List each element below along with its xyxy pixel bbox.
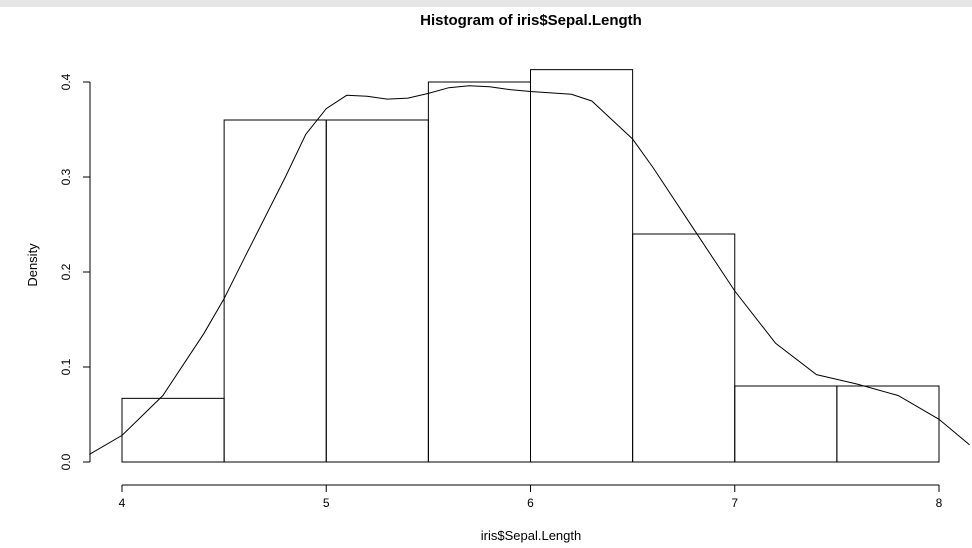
chart-title: Histogram of iris$Sepal.Length (420, 12, 642, 29)
x-tick-label: 8 (936, 496, 943, 510)
histogram-bar-3 (325, 119, 429, 463)
y-axis: 0.0 0.1 0.2 0.3 0.4 (59, 73, 91, 470)
histogram-bar-4 (427, 81, 531, 463)
plot-frame: Histogram of iris$Sepal.Length 0.0 0.1 0.2… (0, 7, 972, 548)
x-tick-label: 6 (527, 496, 534, 510)
y-axis-label: Density (25, 243, 40, 287)
density-curve (89, 85, 970, 455)
x-tick-label: 7 (731, 496, 738, 510)
x-axis: 4 5 6 7 8 (119, 484, 943, 510)
x-tick-label: 4 (119, 496, 126, 510)
histogram-chart: Histogram of iris$Sepal.Length 0.0 0.1 0.2… (25, 12, 970, 543)
histogram-bars (121, 69, 940, 463)
histogram-bar-5 (530, 69, 634, 463)
histogram-bar-7 (734, 385, 838, 463)
histogram-bar-1 (121, 397, 225, 463)
histogram-bar-2 (223, 119, 327, 463)
y-tick-label: 0.1 (59, 358, 73, 375)
histogram-bar-8 (836, 385, 940, 463)
x-axis-label: iris$Sepal.Length (481, 528, 581, 543)
x-tick-label: 5 (323, 496, 330, 510)
histogram-bar-6 (632, 233, 736, 463)
y-tick-label: 0.4 (59, 73, 73, 90)
y-tick-label: 0.2 (59, 263, 73, 280)
y-tick-label: 0.0 (59, 453, 73, 470)
y-tick-label: 0.3 (59, 168, 73, 185)
